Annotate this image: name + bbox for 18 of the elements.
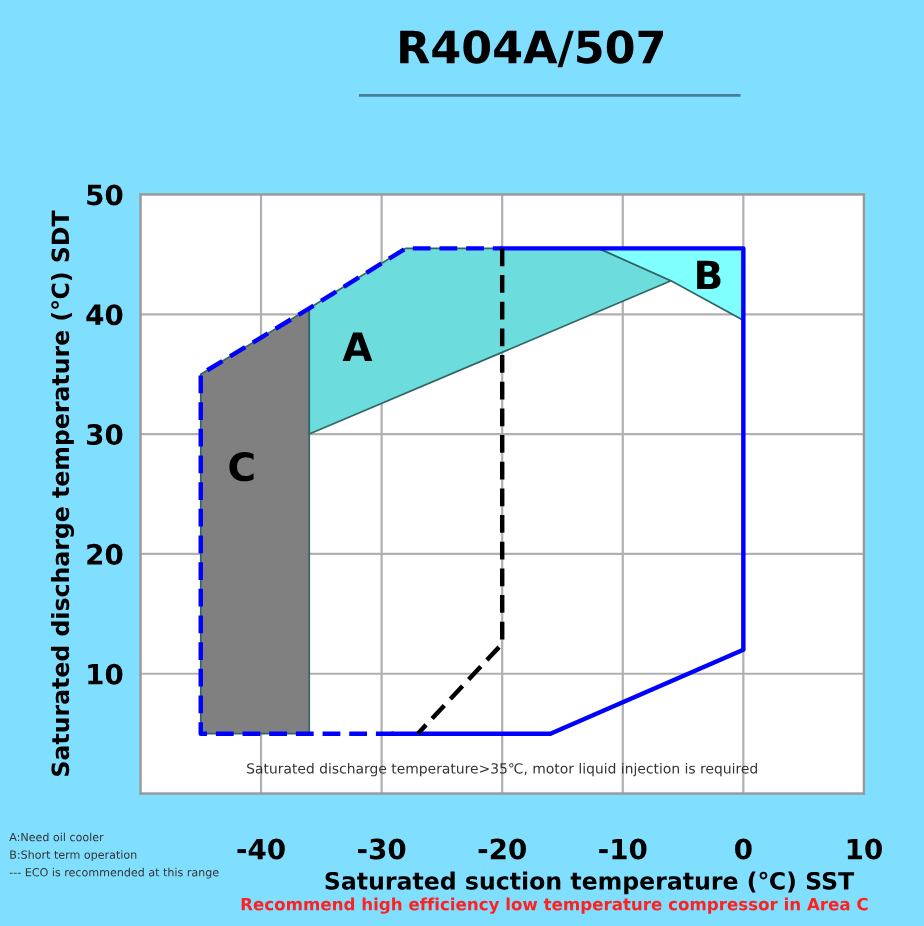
x-tick-label: 0	[735, 838, 752, 860]
x-axis-title: Saturated suction temperature (℃) SST	[325, 871, 855, 895]
x-tick-label: -30	[358, 838, 406, 860]
y-tick-label: 40	[86, 304, 123, 326]
y-tick-label: 30	[86, 424, 123, 446]
chart-title: R404A/507	[400, 30, 663, 68]
annotation: A	[342, 332, 373, 361]
annotation: C	[229, 451, 254, 482]
x-tick-label: -10	[599, 838, 647, 860]
x-tick-label: -20	[478, 838, 526, 860]
y-axis-title: Saturated discharge temperature (℃) SDT	[50, 210, 75, 776]
y-tick-label: 50	[87, 184, 123, 206]
text: Recommend high efficiency low temperature compressor in Area C	[241, 897, 868, 914]
y-tick-label: 10	[88, 663, 123, 685]
y-tick-label: 20	[87, 543, 123, 565]
x-tick-label: 10	[847, 838, 882, 860]
x-tick-label: -40	[237, 838, 285, 860]
annotation: B	[697, 260, 721, 290]
